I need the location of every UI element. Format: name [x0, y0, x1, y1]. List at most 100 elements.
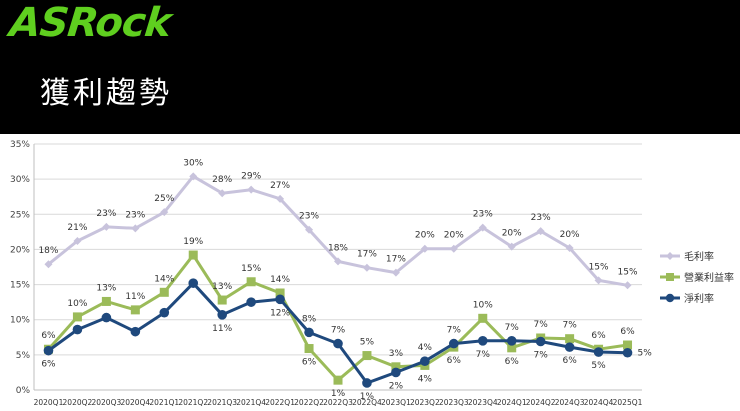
legend-label: 毛利率	[684, 250, 714, 263]
x-tick-label: 2023Q2	[410, 398, 440, 407]
gross-margin-point	[305, 225, 314, 234]
gross-margin-point	[623, 281, 632, 290]
operating-margin-point	[623, 340, 633, 350]
x-tick-label: 2021Q4	[236, 398, 266, 407]
data-label: 11%	[212, 324, 232, 334]
y-tick-label: 30%	[10, 175, 30, 185]
data-label: 6%	[505, 357, 520, 367]
gross-margin-point	[276, 194, 285, 203]
data-label: 17%	[357, 250, 377, 260]
net-margin-point	[564, 342, 575, 352]
x-tick-label: 2023Q4	[468, 398, 498, 407]
gross-margin-point	[594, 276, 603, 285]
operating-margin-point	[188, 250, 198, 260]
profit-trend-chart: 0%5%10%15%20%25%30%35% 2020Q1 2020Q2 2020Q…	[10, 140, 734, 407]
data-label: 14%	[154, 274, 174, 284]
data-label: 23%	[473, 210, 493, 220]
data-label: 6%	[41, 360, 56, 370]
data-label: 1%	[331, 389, 346, 399]
data-label: 15%	[241, 264, 261, 274]
x-tick-label: 2021Q2	[178, 398, 208, 407]
operating-margin-point	[159, 287, 169, 297]
operating-margin-point	[101, 296, 111, 306]
data-label: 29%	[241, 172, 261, 182]
legend-marker	[666, 252, 674, 260]
operating-margin-point	[246, 277, 256, 287]
data-label: 5%	[638, 349, 653, 359]
net-margin-point	[362, 378, 372, 388]
data-label: 27%	[270, 181, 290, 191]
operating-margin-point	[217, 295, 227, 305]
data-label: 20%	[502, 229, 522, 239]
x-tick-label: 2020Q1	[34, 398, 64, 407]
x-tick-label: 2022Q2	[294, 398, 324, 407]
gross-margin-point	[478, 223, 487, 232]
operating-margin-point	[391, 362, 401, 372]
x-tick-label: 2023Q3	[439, 398, 469, 407]
data-label: 5%	[360, 338, 375, 348]
net-margin-point	[622, 347, 633, 358]
data-label: 7%	[331, 326, 346, 336]
data-label: 7%	[534, 351, 549, 361]
net-margin-point	[130, 326, 141, 337]
data-label: 23%	[96, 209, 116, 219]
net-margin-point	[304, 327, 314, 338]
gross-margin-point	[420, 244, 429, 253]
data-label: 14%	[270, 275, 290, 285]
series-line	[47, 253, 628, 382]
net-margin-point	[43, 345, 54, 356]
x-tick-label: 2025Q1	[613, 398, 643, 407]
gross-margin-point	[449, 244, 458, 253]
x-tick-label: 2023Q1	[381, 398, 411, 407]
x-tick-label: 2021Q3	[207, 398, 237, 407]
data-label: 7%	[447, 326, 462, 336]
data-label: 11%	[125, 292, 145, 302]
data-label: 23%	[125, 210, 145, 220]
y-tick-label: 35%	[10, 140, 30, 150]
net-margin-point	[72, 324, 83, 335]
gross-margin-point	[44, 260, 53, 269]
gross-margin-point	[507, 242, 516, 251]
data-label: 7%	[562, 321, 577, 331]
net-margin-point	[535, 336, 546, 347]
data-label: 17%	[386, 255, 406, 265]
operating-margin-point	[565, 334, 575, 344]
net-margin-point	[275, 294, 285, 305]
operating-margin-point	[478, 313, 488, 323]
y-tick-label: 5%	[16, 351, 31, 361]
x-tick-label: 2024Q4	[584, 398, 614, 407]
net-margin-point	[593, 347, 604, 357]
legend-marker	[665, 293, 675, 303]
data-label: 4%	[418, 343, 433, 353]
data-label: 6%	[591, 331, 606, 341]
operating-margin-point	[333, 375, 343, 385]
x-axis: 2020Q1 2020Q2 2020Q3 2020Q4 2021Q1 2021Q2 2021…	[34, 389, 643, 407]
legend-label: 淨利率	[684, 292, 714, 305]
y-tick-label: 20%	[10, 245, 30, 255]
gross-margin-point	[536, 227, 545, 236]
net-margin-point	[101, 312, 112, 323]
data-label: 6%	[562, 356, 577, 366]
net-margin-point	[477, 336, 488, 346]
net-margin-point	[246, 297, 256, 307]
data-label: 13%	[96, 283, 116, 293]
gross-margin-point	[102, 222, 111, 231]
data-label: 28%	[212, 175, 232, 185]
data-label: 23%	[531, 213, 551, 223]
page-title: 獲利趨勢	[40, 76, 172, 111]
gross-margin-point	[362, 263, 371, 272]
data-label: 13%	[212, 282, 232, 292]
data-label: 18%	[38, 246, 58, 256]
data-label: 30%	[183, 158, 203, 168]
y-tick-label: 15%	[10, 281, 30, 291]
data-label: 25%	[154, 194, 174, 204]
y-axis: 0% 5% 10% 15% 20% 25% 30% 35%	[10, 140, 35, 396]
data-label: 10%	[473, 300, 493, 310]
net-margin-point	[217, 309, 227, 320]
data-label: 20%	[444, 231, 464, 241]
x-tick-label: 2022Q1	[265, 398, 295, 407]
data-label: 6%	[447, 356, 462, 366]
data-label: 20%	[415, 231, 435, 241]
gross-margin-point	[131, 224, 140, 233]
